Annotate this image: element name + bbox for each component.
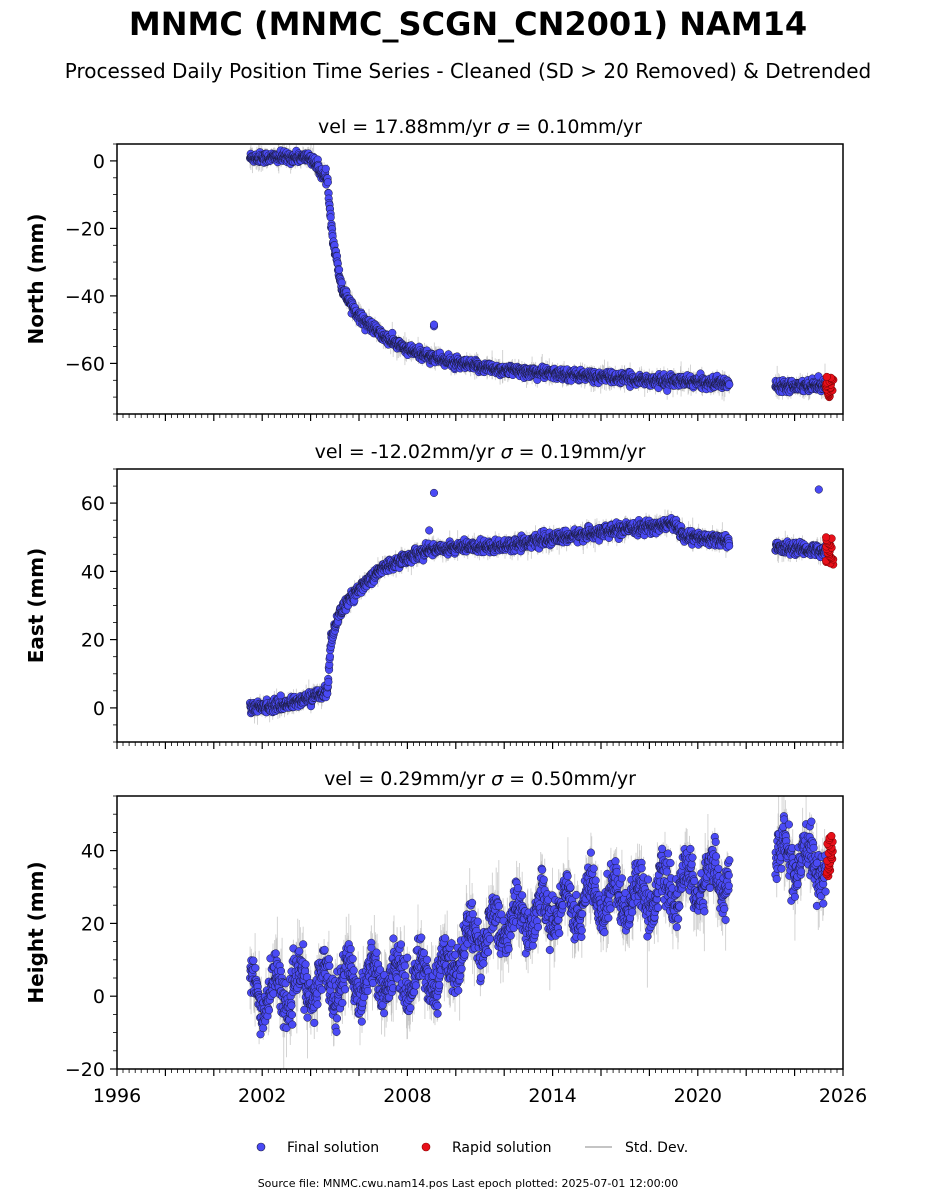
north-y-tick-label: 0 <box>93 151 105 173</box>
north-final-point <box>429 320 439 329</box>
north-y-tick-label: −20 <box>65 218 105 240</box>
north-final-point <box>321 164 330 173</box>
north-y-axis-label: North (mm) <box>24 213 48 344</box>
north-final-point <box>335 265 344 274</box>
east-plot-area <box>245 485 838 725</box>
north-plot-area <box>246 144 838 402</box>
north-final-point <box>323 178 332 187</box>
north-panel: 0 −20 −40 −60 North (mm) vel = 17.88mm/yr σ =… <box>24 116 844 421</box>
north-final-series <box>246 146 831 397</box>
north-y-tick-label: −40 <box>65 286 105 308</box>
figure-title: MNMC (MNMC_SCGN_CN2001) NAM14 <box>129 5 807 43</box>
north-panel-title: vel = 17.88mm/yr σ = 0.10mm/yr <box>318 116 642 138</box>
north-final-point <box>326 213 335 222</box>
east-stddev-bars <box>249 485 827 725</box>
north-rapid-point <box>822 372 831 381</box>
north-rapid-series <box>822 372 838 402</box>
north-final-point <box>725 380 734 389</box>
figure-subtitle: Processed Daily Position Time Series - C… <box>65 59 871 83</box>
north-y-tick-label: −60 <box>65 353 105 375</box>
